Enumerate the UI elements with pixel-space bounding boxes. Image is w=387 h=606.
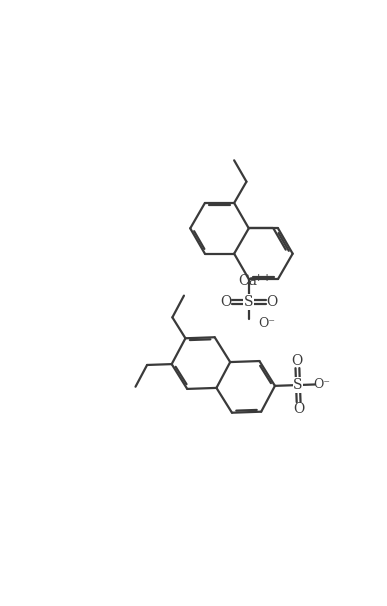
Text: ++: ++ <box>253 273 272 282</box>
Text: O⁻: O⁻ <box>313 378 330 391</box>
Text: O: O <box>266 295 277 309</box>
Text: O: O <box>291 354 303 368</box>
Text: Ca: Ca <box>238 274 257 288</box>
Text: S: S <box>293 378 303 392</box>
Text: O: O <box>220 295 231 309</box>
Text: O⁻: O⁻ <box>258 317 275 330</box>
Text: S: S <box>244 295 253 309</box>
Text: O: O <box>293 402 305 416</box>
